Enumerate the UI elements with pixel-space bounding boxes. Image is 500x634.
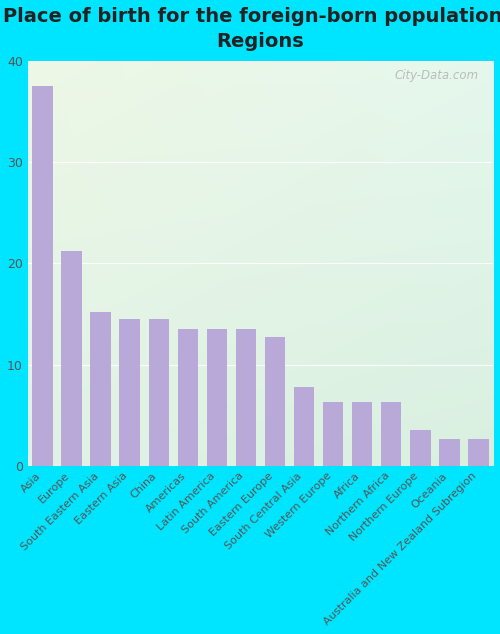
Bar: [294, 387, 314, 466]
Bar: [323, 402, 344, 466]
Bar: [468, 439, 488, 466]
Bar: [62, 251, 82, 466]
Bar: [148, 319, 169, 466]
Bar: [381, 402, 402, 466]
Bar: [352, 402, 372, 466]
Bar: [178, 329, 198, 466]
Bar: [236, 329, 256, 466]
Bar: [206, 329, 227, 466]
Bar: [410, 430, 430, 466]
Bar: [440, 439, 460, 466]
Bar: [120, 319, 140, 466]
Text: City-Data.com: City-Data.com: [395, 69, 479, 82]
Bar: [90, 312, 110, 466]
Title: Place of birth for the foreign-born population -
Regions: Place of birth for the foreign-born popu…: [4, 7, 500, 51]
Bar: [32, 86, 52, 466]
Bar: [265, 337, 285, 466]
